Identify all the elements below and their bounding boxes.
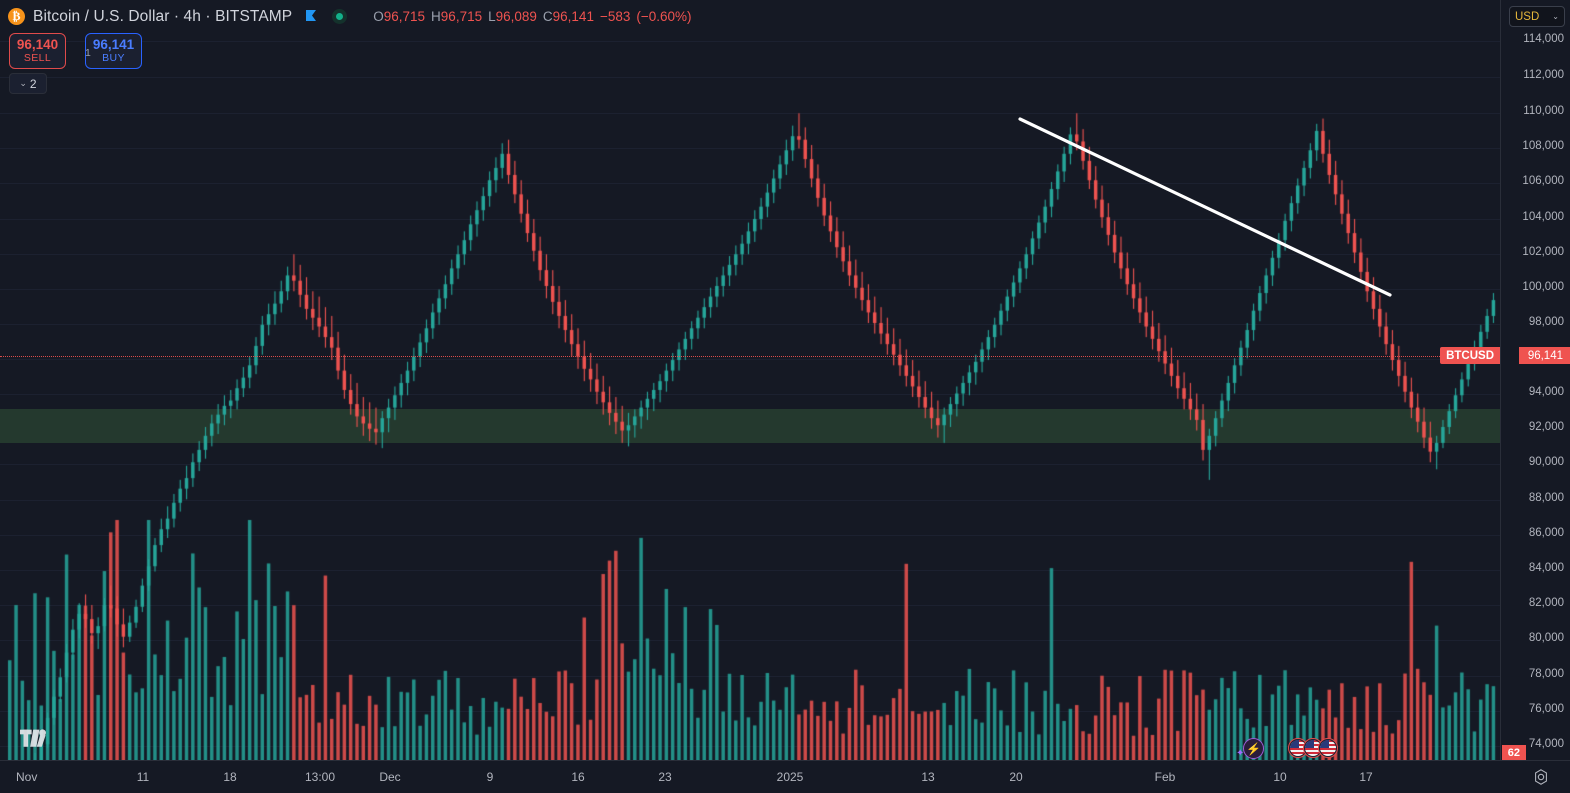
us-flag-event-icon[interactable] [1303,738,1323,758]
spread-value: 1 [85,47,91,59]
buy-price: 96,141 [92,37,135,53]
current-price-badge: 96,141 [1518,347,1570,365]
ohlc-high-value: 96,715 [440,9,483,24]
buy-button[interactable]: 96,141 BUY [85,33,142,69]
ohlc-low-value: 96,089 [495,9,537,24]
current-price-line [0,355,1500,357]
time-tick-label: 20 [1009,770,1023,784]
price-line-symbol-tag: BTCUSD [1440,347,1500,365]
trade-buttons: 96,140 SELL 1 96,141 BUY [9,33,142,69]
ohlc-open-label: O [373,9,384,24]
price-tick-label: 92,000 [1528,421,1564,433]
market-open-dot-icon[interactable] [332,9,348,24]
time-tick-label: 10 [1273,770,1287,784]
time-tick-label: Dec [379,770,401,784]
price-tick-label: 84,000 [1528,562,1564,574]
quantity-value: 2 [29,76,37,91]
economic-event-flags[interactable] [1288,738,1338,758]
ohlc-close-label: C [542,9,553,24]
buy-label: BUY [102,51,125,64]
time-tick-label: 2025 [776,770,804,784]
time-tick-label: 11 [136,770,150,784]
time-tick-label: 18 [223,770,237,784]
chevron-down-icon: ⌄ [19,78,27,88]
time-tick-label: Nov [16,770,38,784]
change-absolute: −583 [599,9,631,24]
price-tick-label: 98,000 [1528,316,1564,328]
price-tick-label: 108,000 [1522,140,1564,152]
volume-value-badge: 62 [1501,745,1526,761]
time-tick-label: 16 [571,770,585,784]
sell-label: SELL [23,51,52,64]
ohlc-readout: O96,715 H96,715 L96,089 C96,141 −583 (−0… [373,9,691,24]
ohlc-open-value: 96,715 [383,9,426,24]
bitcoin-icon: ₿ [8,8,25,25]
chart-header: ₿ Bitcoin / U.S. Dollar · 4h · BITSTAMP … [0,0,1500,33]
price-tick-label: 90,000 [1528,456,1564,468]
time-tick-label: 23 [658,770,672,784]
currency-label: USD [1515,10,1540,23]
price-tick-label: 106,000 [1522,175,1564,187]
time-tick-label: 9 [486,770,494,784]
price-tick-label: 114,000 [1523,33,1564,45]
price-tick-label: 102,000 [1522,246,1564,258]
price-tick-label: 94,000 [1528,386,1564,398]
sell-price: 96,140 [16,37,59,53]
symbol-title[interactable]: Bitcoin / U.S. Dollar · 4h · BITSTAMP [33,7,293,25]
price-tick-label: 104,000 [1522,211,1564,223]
ohlc-close-value: 96,141 [552,9,594,24]
tradingview-logo [20,729,46,747]
price-tick-label: 88,000 [1528,492,1564,504]
price-tick-label: 86,000 [1528,527,1564,539]
candlestick-series[interactable] [0,0,1500,760]
price-tick-label: 82,000 [1528,597,1564,609]
time-tick-label: 17 [1359,770,1373,784]
sparkle-icon: ✦ [1236,748,1245,759]
chevron-down-icon: ⌄ [1552,12,1559,21]
ohlc-low-label: L [488,9,496,24]
price-tick-label: 80,000 [1528,632,1564,644]
sell-button[interactable]: 96,140 SELL [9,33,66,69]
time-tick-label: Feb [1154,770,1176,784]
price-axis[interactable]: USD ⌄ 114,000 112,000 110,000 108,000 106,00… [1500,0,1570,793]
flag-icon[interactable] [304,9,318,25]
price-tick-label: 110,000 [1523,105,1564,117]
price-tick-label: 74,000 [1528,738,1564,750]
lightning-bolt-icon[interactable]: ⚡ [1243,738,1264,759]
clock-settings-icon[interactable] [1532,768,1550,786]
us-flag-event-icon[interactable] [1318,738,1338,758]
time-tick-label: 13:00 [304,770,336,784]
price-tick-label: 78,000 [1528,668,1564,680]
chart-canvas-area[interactable] [0,0,1500,760]
time-axis[interactable]: Nov 11 18 13:00 Dec 9 16 23 2025 13 20 Feb 10 17 [0,760,1570,793]
currency-selector[interactable]: USD ⌄ [1509,6,1565,27]
price-tick-label: 100,000 [1522,281,1564,293]
quantity-stepper[interactable]: ⌄ 2 [9,73,47,94]
ohlc-high-label: H [431,9,441,24]
price-tick-label: 112,000 [1523,69,1564,81]
change-percent: (−0.60%) [636,9,692,24]
time-tick-label: 13 [921,770,935,784]
price-tick-label: 76,000 [1528,703,1564,715]
